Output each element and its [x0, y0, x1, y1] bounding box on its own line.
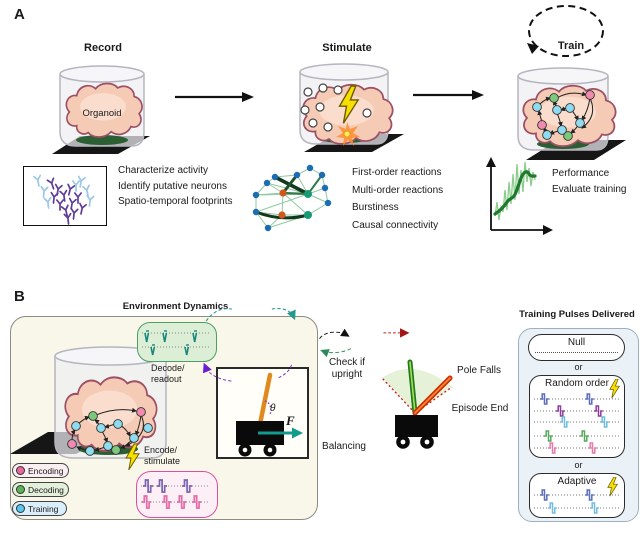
record-captions: Characterize activity Identify putative …	[118, 163, 233, 210]
adaptive-pulse-rows	[534, 489, 619, 514]
option-null: Null	[528, 334, 625, 361]
caption-evaluate: Evaluate training	[552, 184, 627, 195]
option-adaptive: Adaptive	[529, 473, 625, 518]
check-upright-label: Check if upright	[328, 357, 366, 380]
decode-readout-box	[137, 322, 217, 362]
electrode-dots	[300, 83, 372, 132]
lightning-icon	[125, 443, 140, 471]
training-color-dot	[16, 504, 25, 513]
legend-training: Training	[12, 501, 67, 516]
caption-footprints: Spatio-temporal footprints	[118, 196, 233, 207]
stimulate-beaker-illustration	[299, 63, 404, 152]
caption-multi-order: Multi-order reactions	[352, 184, 444, 196]
record-title: Record	[84, 42, 122, 54]
decode-readout-label: Decode/ readout	[151, 363, 185, 384]
balancing-label: Balancing	[322, 441, 366, 452]
caption-characterize: Characterize activity	[118, 165, 209, 176]
legend-encoding: Encoding	[12, 463, 69, 478]
spike-footprints-illustration	[33, 174, 95, 225]
option-random-order: Random order	[529, 375, 625, 458]
performance-chart-illustration	[486, 157, 553, 235]
environment-dynamics-title: Environment Dynamics	[122, 301, 229, 312]
cartpole-real-illustration	[381, 359, 453, 449]
train-captions: Performance Evaluate training	[552, 166, 627, 198]
pole-falls-label: Pole Falls	[457, 365, 501, 376]
arrow-stimulate-to-train	[413, 90, 484, 100]
arrow-record-to-stimulate	[175, 92, 254, 102]
episode-end-label: Episode End	[451, 403, 509, 414]
or-label-1: or	[574, 362, 583, 372]
legend-decoding: Decoding	[12, 482, 69, 497]
training-pulses-title: Training Pulses Delivered	[519, 309, 635, 320]
encode-pulses-box	[136, 471, 218, 518]
cartpole-sim-illustration	[236, 372, 303, 457]
encoding-color-dot	[16, 466, 25, 475]
cartpole-sim-box: θ F	[216, 367, 309, 459]
stimulate-captions: First-order reactions Multi-order reacti…	[352, 164, 443, 234]
caption-performance: Performance	[552, 168, 610, 179]
force-label: F	[286, 413, 295, 428]
encode-pulse-trains	[141, 479, 210, 509]
record-beaker-illustration	[52, 65, 150, 154]
caption-burstiness: Burstiness	[352, 202, 399, 213]
or-label-2: or	[574, 460, 583, 470]
encode-stimulate-label: Encode/ stimulate	[144, 445, 181, 466]
caption-causal: Causal connectivity	[352, 219, 439, 231]
balancing-arrow	[320, 348, 352, 358]
decoding-color-dot	[16, 485, 25, 494]
train-beaker-illustration	[517, 67, 626, 160]
training-loop-arrow	[527, 5, 604, 57]
organoid-label: Organoid	[82, 108, 122, 119]
theta-label: θ	[270, 403, 276, 414]
stimulate-title: Stimulate	[322, 42, 372, 54]
panel-a-label: A	[14, 6, 25, 23]
caption-first-order: First-order reactions	[352, 167, 442, 178]
training-pulses-panel: Null or Random order	[518, 328, 639, 522]
check-upright-arrow	[319, 328, 350, 339]
panel-b-label: B	[14, 288, 25, 305]
random-pulse-rows	[534, 393, 619, 454]
caption-identify: Identify putative neurons	[118, 180, 227, 192]
connectivity-graph-illustration	[252, 164, 332, 232]
null-baseline	[535, 352, 618, 353]
train-title: Train	[557, 40, 585, 52]
spike-footprints-box	[23, 166, 107, 226]
decode-spike-traces	[142, 330, 209, 356]
